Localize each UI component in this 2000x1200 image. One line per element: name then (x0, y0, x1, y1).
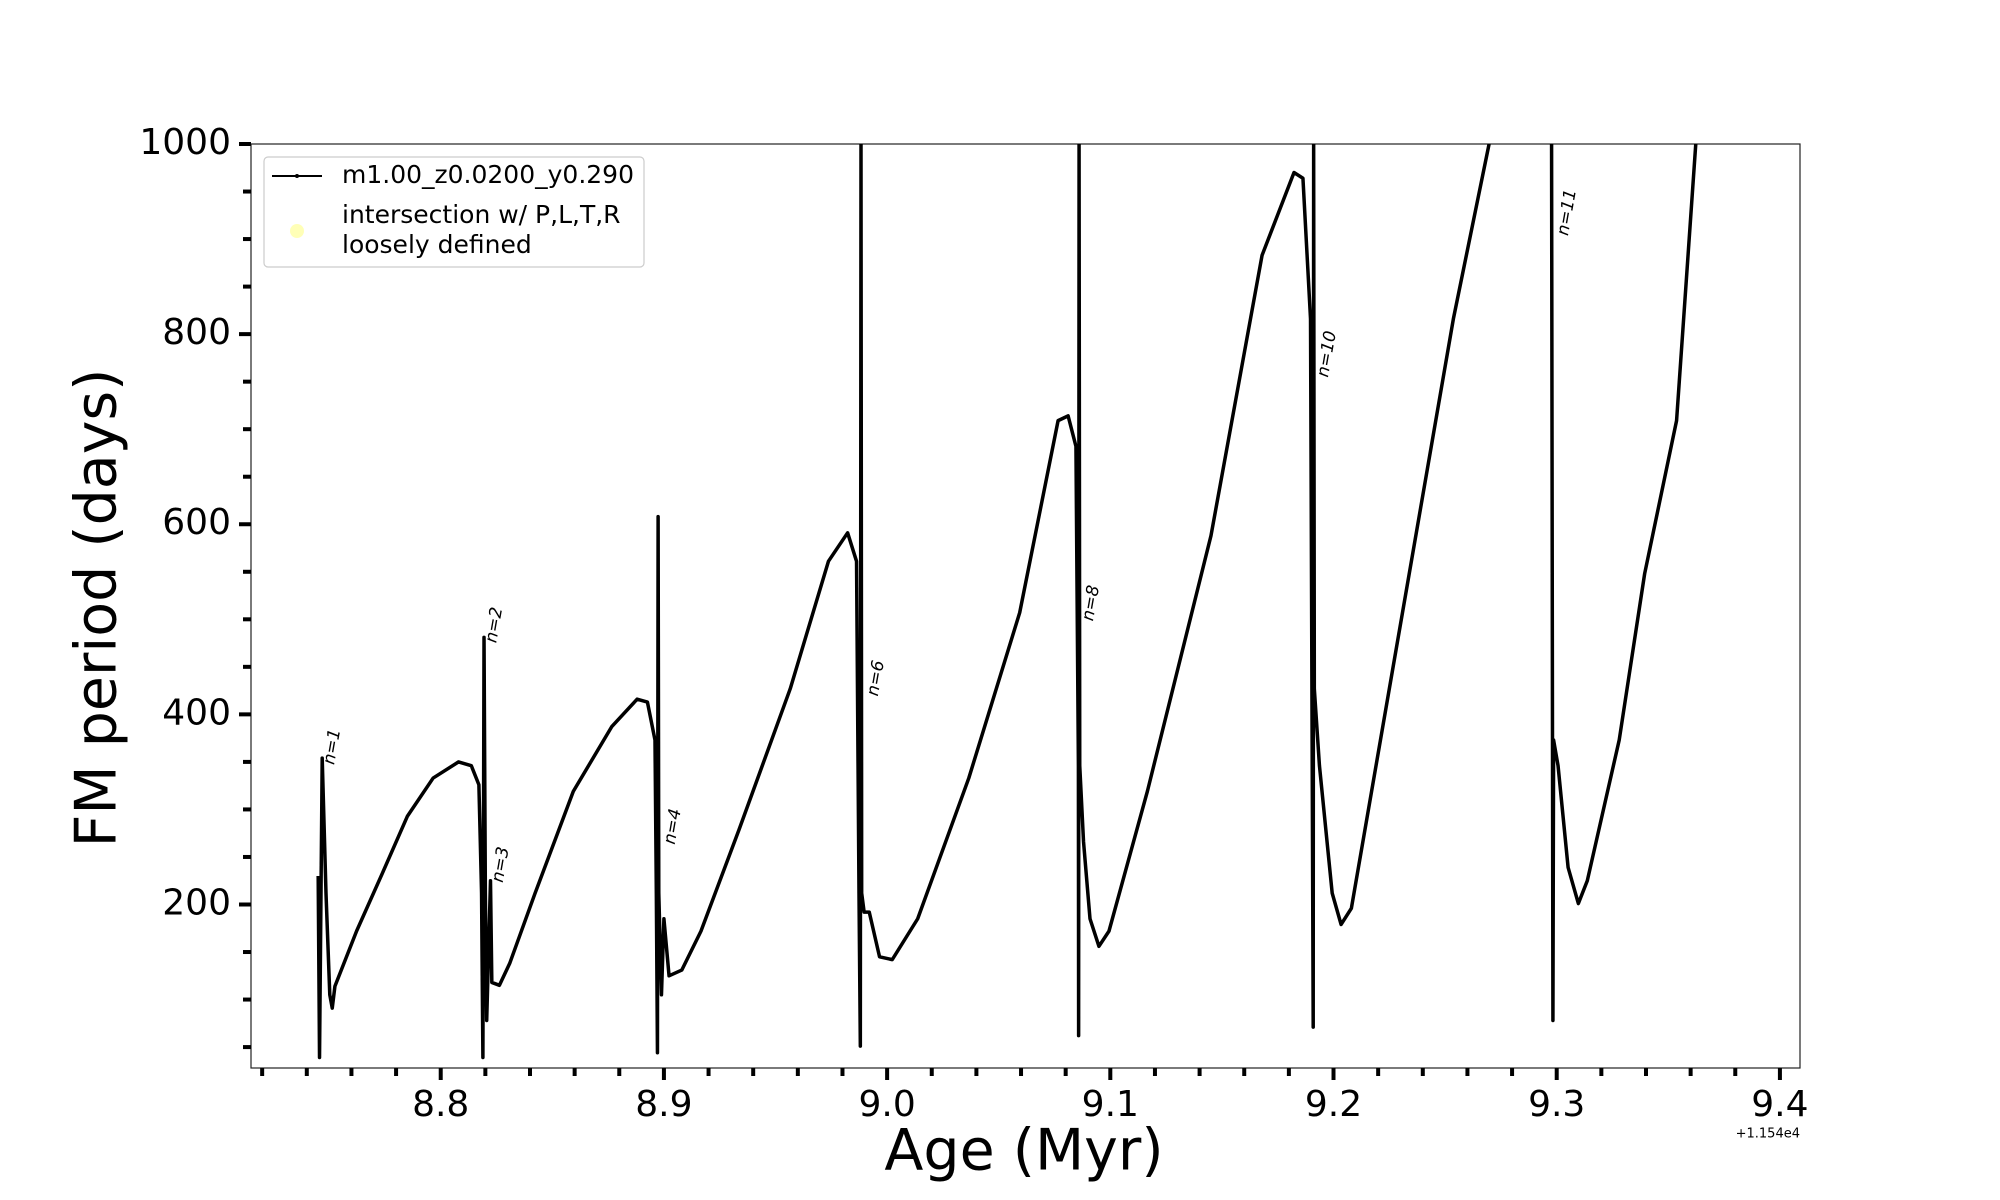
plot-area (316, 144, 1698, 1060)
x-tick-label: 9.4 (1751, 1084, 1808, 1125)
x-axis-label: Age (Myr) (884, 1118, 1163, 1184)
legend-label: intersection w/ P,L,T,R loosely defined (342, 200, 621, 259)
x-offset-label: +1.154e4 (1736, 1127, 1800, 1142)
y-tick-label: 200 (162, 882, 231, 923)
x-tick-label: 8.8 (412, 1084, 469, 1125)
annotation: n=10 (1313, 329, 1341, 378)
data-line (316, 144, 1698, 1060)
x-tick-label: 9.1 (1082, 1084, 1139, 1125)
x-tick-label: 9.2 (1305, 1084, 1362, 1125)
annotation: n=6 (863, 659, 889, 698)
legend-marker (295, 174, 299, 178)
x-tick-label: 9.0 (858, 1084, 915, 1125)
annotation: n=1 (319, 727, 345, 766)
annotation: n=3 (488, 845, 514, 884)
y-tick-label: 400 (162, 692, 231, 733)
y-tick-label: 600 (162, 502, 231, 543)
annotation: n=4 (660, 807, 686, 846)
annotation: n=2 (481, 606, 507, 645)
y-axis-label: FM period (days) (64, 369, 130, 848)
y-tick-label: 800 (162, 312, 231, 353)
legend-box (263, 156, 645, 268)
x-tick-label: 8.9 (635, 1084, 692, 1125)
y-tick-label: 1000 (139, 122, 231, 163)
annotation: n=8 (1078, 584, 1104, 623)
annotation: n=11 (1553, 188, 1581, 237)
legend-label: m1.00_z0.0200_y0.290 (342, 160, 634, 189)
x-tick-label: 9.3 (1528, 1084, 1585, 1125)
plot-frame (250, 143, 1801, 1069)
legend-marker (290, 224, 304, 238)
